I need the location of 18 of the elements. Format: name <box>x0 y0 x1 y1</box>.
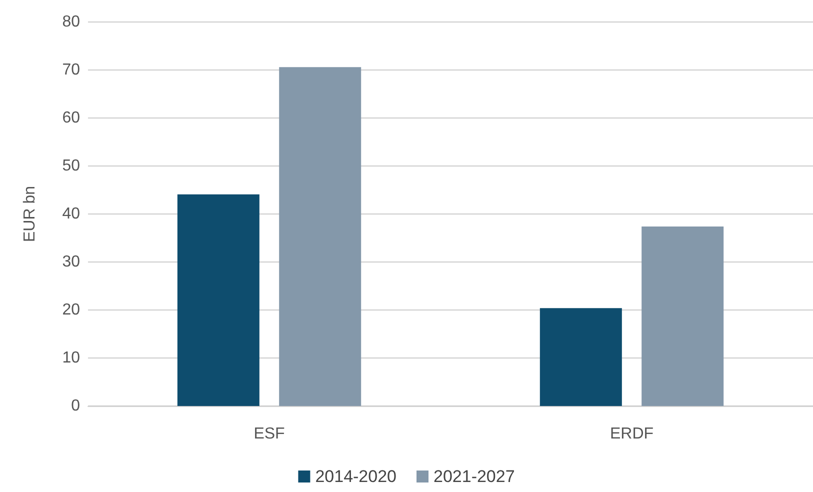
y-tick-label: 70 <box>62 62 80 78</box>
bar <box>279 67 362 406</box>
legend-label: 2021-2027 <box>434 467 515 486</box>
y-tick-label: 20 <box>62 302 80 318</box>
y-tick-label: 60 <box>62 110 80 126</box>
y-tick-label: 10 <box>62 350 80 366</box>
y-tick-label: 50 <box>62 158 80 174</box>
y-tick-label: 40 <box>62 206 80 222</box>
bar <box>177 194 260 406</box>
x-tick-label: ERDF <box>610 426 654 442</box>
bar <box>642 226 724 406</box>
x-tick-label: ESF <box>254 426 286 442</box>
y-axis-title: EUR bn <box>22 186 38 242</box>
bar <box>540 308 622 406</box>
y-tick-label: 0 <box>71 398 80 414</box>
y-tick-label: 80 <box>62 14 80 30</box>
y-tick-label: 30 <box>62 254 80 270</box>
legend-label: 2014-2020 <box>315 467 397 486</box>
